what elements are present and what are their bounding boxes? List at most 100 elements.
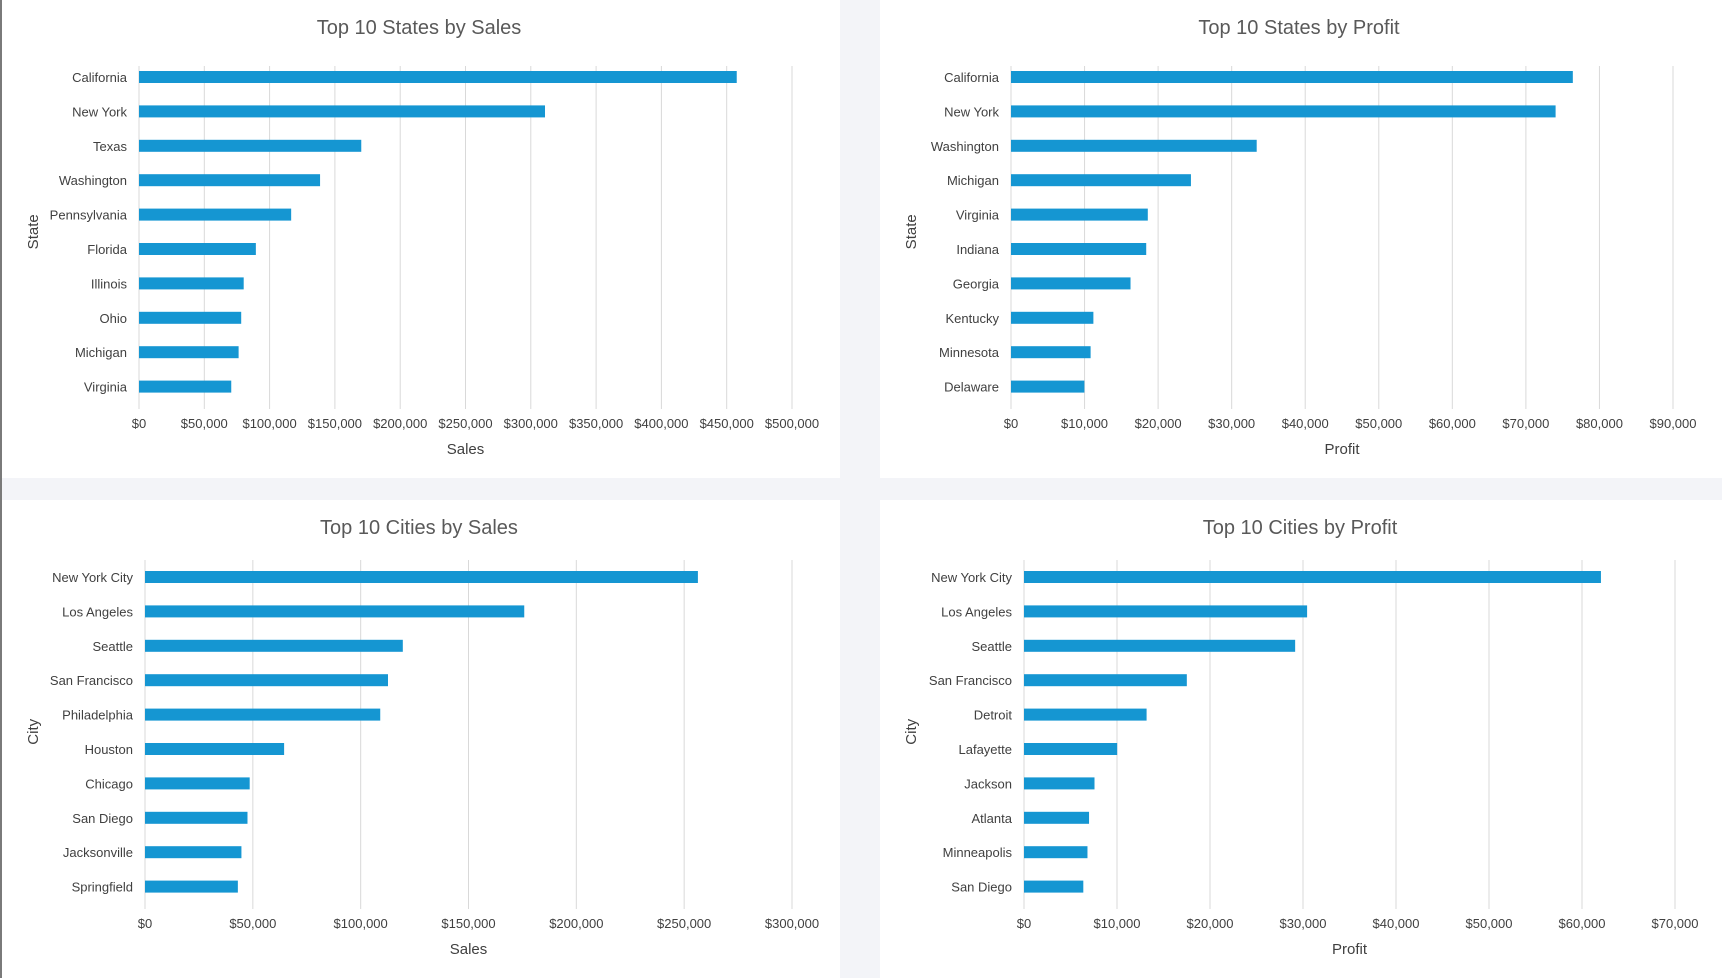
x-tick-label: $40,000 [1373, 916, 1420, 931]
category-label: Los Angeles [62, 604, 133, 619]
bar [1011, 243, 1147, 255]
category-label: New York [72, 104, 127, 119]
category-label: Kentucky [946, 311, 1000, 326]
category-label: Illinois [91, 276, 128, 291]
chart-states-by-profit: Top 10 States by Profit California New Yor… [903, 17, 1697, 458]
x-tick-label: $450,000 [700, 416, 754, 431]
category-label: Jackson [964, 776, 1012, 791]
category-label: Houston [85, 742, 133, 757]
bar [139, 277, 244, 290]
x-tick-label: $30,000 [1208, 416, 1255, 431]
x-tick-label: $400,000 [634, 416, 688, 431]
bar [1011, 208, 1148, 221]
x-tick-label: $200,000 [373, 416, 427, 431]
bar [1024, 639, 1296, 652]
x-tick-label: $50,000 [1355, 416, 1402, 431]
x-tick-label: $30,000 [1280, 916, 1327, 931]
bar [139, 208, 292, 221]
category-label: New York City [52, 570, 133, 585]
x-axis-title: Sales [450, 941, 488, 958]
x-tick-label: $250,000 [438, 416, 492, 431]
x-axis-title: Sales [447, 441, 485, 458]
y-axis-title: State [25, 214, 42, 249]
category-label: New York [944, 104, 999, 119]
category-label: Detroit [974, 708, 1013, 723]
x-tick-label: $300,000 [765, 916, 819, 931]
chart-cities-by-sales: Top 10 Cities by Sales New York City Los A… [25, 517, 819, 958]
bar [145, 605, 525, 618]
bar [1024, 743, 1118, 755]
bar [145, 743, 285, 755]
category-label: Virginia [84, 380, 128, 395]
bar [1024, 777, 1095, 790]
x-tick-label: $20,000 [1135, 416, 1182, 431]
bar [139, 346, 239, 359]
x-tick-label: $40,000 [1282, 416, 1329, 431]
x-tick-label: $0 [1017, 916, 1031, 931]
x-tick-label: $500,000 [765, 416, 819, 431]
x-tick-label: $80,000 [1576, 416, 1623, 431]
category-label: Lafayette [959, 742, 1013, 757]
bar [1011, 346, 1091, 359]
x-tick-label: $250,000 [657, 916, 711, 931]
category-label: Michigan [75, 345, 127, 360]
bar [139, 139, 362, 152]
x-tick-label: $50,000 [1466, 916, 1513, 931]
x-tick-label: $10,000 [1061, 416, 1108, 431]
chart-panel-cities-by-sales[interactable]: Top 10 Cities by Sales New York City Los A… [2, 500, 840, 978]
category-label: Los Angeles [941, 604, 1012, 619]
category-label: Springfield [72, 880, 133, 895]
chart-panel-states-by-sales[interactable]: Top 10 States by Sales California New York… [2, 0, 840, 478]
bar [1024, 846, 1088, 859]
bar [1024, 674, 1187, 687]
category-label: Minneapolis [943, 845, 1013, 860]
category-label: Philadelphia [62, 708, 134, 723]
category-label: California [72, 70, 128, 85]
chart-title: Top 10 Cities by Sales [320, 517, 518, 539]
category-label: Pennsylvania [50, 208, 128, 223]
bar [139, 380, 232, 393]
x-tick-label: $150,000 [308, 416, 362, 431]
chart-panel-cities-by-profit[interactable]: Top 10 Cities by Profit New York City Los … [880, 500, 1722, 978]
category-label: San Diego [72, 811, 133, 826]
category-label: Seattle [93, 639, 133, 654]
chart-cities-by-profit: Top 10 Cities by Profit New York City Los … [903, 517, 1699, 958]
bar [1024, 708, 1147, 721]
category-label: California [944, 70, 1000, 85]
bar [145, 811, 248, 824]
y-axis-title: City [25, 718, 42, 744]
x-tick-label: $50,000 [181, 416, 228, 431]
x-tick-label: $200,000 [549, 916, 603, 931]
category-label: Texas [93, 139, 127, 154]
x-tick-label: $90,000 [1650, 416, 1697, 431]
y-axis-title: State [903, 214, 920, 249]
chart-title: Top 10 States by Profit [1198, 17, 1400, 39]
x-tick-label: $70,000 [1502, 416, 1549, 431]
bar [145, 777, 250, 790]
x-tick-label: $300,000 [504, 416, 558, 431]
x-tick-label: $150,000 [441, 916, 495, 931]
category-label: Ohio [100, 311, 127, 326]
bar [139, 71, 737, 83]
x-tick-label: $20,000 [1187, 916, 1234, 931]
category-label: Virginia [956, 208, 1000, 223]
x-tick-label: $0 [138, 916, 152, 931]
category-label: Seattle [972, 639, 1012, 654]
x-tick-label: $60,000 [1559, 916, 1606, 931]
bar [1011, 139, 1257, 152]
category-label: Minnesota [939, 345, 1000, 360]
chart-states-by-sales: Top 10 States by Sales California New York… [25, 17, 819, 458]
bar [1024, 605, 1308, 618]
category-label: Washington [59, 173, 127, 188]
bar [139, 174, 321, 187]
category-label: San Francisco [50, 673, 133, 688]
category-label: Delaware [944, 380, 999, 395]
bar [1011, 71, 1573, 83]
bar [139, 243, 256, 255]
bar [1011, 105, 1556, 118]
category-label: Florida [87, 242, 128, 257]
x-tick-label: $100,000 [242, 416, 296, 431]
x-tick-label: $0 [132, 416, 146, 431]
chart-panel-states-by-profit[interactable]: Top 10 States by Profit California New Yor… [880, 0, 1722, 478]
category-label: Washington [931, 139, 999, 154]
